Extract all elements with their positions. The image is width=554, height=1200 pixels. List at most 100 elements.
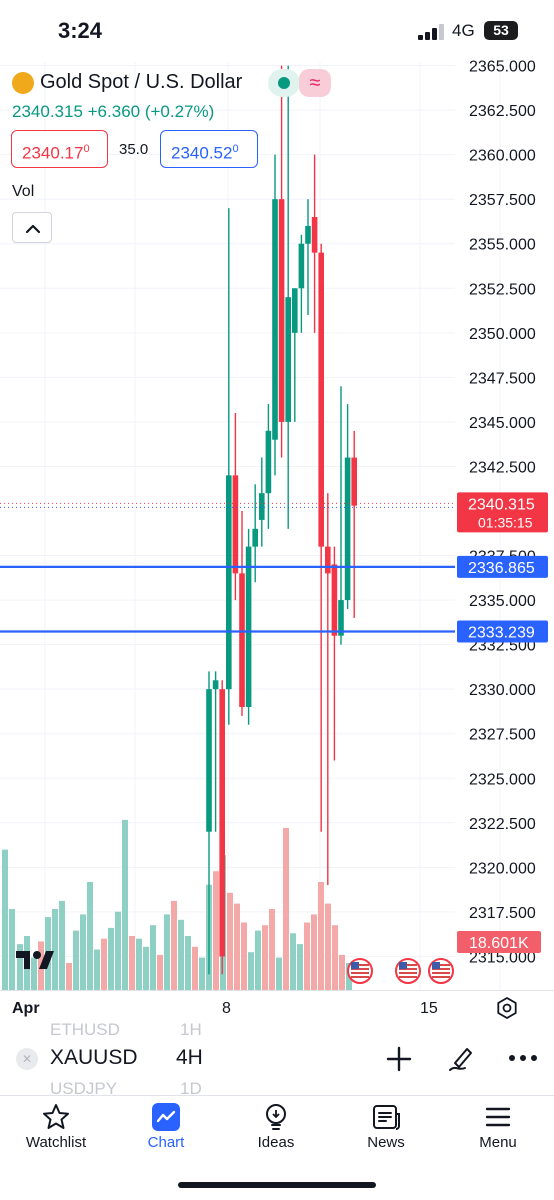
x-label-8: 8 (222, 1000, 231, 1017)
candle-up (298, 243, 305, 289)
candle-up (272, 199, 278, 440)
volume-bar-down (129, 936, 135, 990)
us-flag-event-icon[interactable] (347, 958, 373, 984)
volume-bar-up (52, 909, 58, 990)
volume-bar-up (276, 957, 282, 990)
volume-bar-down (304, 922, 310, 990)
current-price-label: 2340.315 (468, 496, 535, 513)
price-tick-label: 2365.000 (469, 59, 536, 76)
chevron-up-icon (25, 224, 41, 234)
volume-bar-down (262, 925, 268, 990)
spread-value: 35.0 (119, 141, 149, 158)
candle-down (311, 217, 318, 253)
candle-up (338, 600, 344, 636)
nav-label-watchlist: Watchlist (25, 1134, 87, 1151)
nav-label-chart: Chart (147, 1134, 185, 1151)
gold-icon (12, 72, 34, 94)
time-axis[interactable] (0, 990, 554, 1026)
horizontal-line-label: 2336.865 (468, 560, 535, 577)
price-tick-label: 2352.500 (469, 281, 536, 298)
volume-bar-up (122, 819, 128, 990)
volume-bar-up (115, 911, 121, 990)
wave-button[interactable]: ≈ (299, 69, 331, 97)
volume-bar-down (269, 909, 275, 990)
volume-label: 18.601K (469, 935, 529, 952)
price-tick-label: 2330.000 (469, 682, 536, 699)
price-tick-label: 2335.000 (469, 593, 536, 610)
volume-bar-up (185, 936, 191, 990)
nav-label-news: News (367, 1134, 405, 1151)
volume-bar-up (136, 938, 142, 990)
settings-icon[interactable] (496, 997, 518, 1019)
volume-badge (457, 931, 541, 953)
price-tick-label: 2355.000 (469, 237, 536, 254)
sell-button[interactable]: 2340.170 (11, 130, 108, 168)
chart-icon (152, 1103, 180, 1131)
nav-ideas[interactable]: Ideas (226, 1098, 326, 1158)
volume-bar-up (255, 930, 261, 990)
volume-bar-up (143, 946, 149, 990)
volume-bar-up (108, 927, 114, 990)
price-tick-label: 2347.500 (469, 370, 536, 387)
battery-icon: 53 (484, 21, 518, 40)
ghost-symbol-above: ETHUSD (50, 1020, 120, 1039)
add-icon[interactable] (385, 1045, 413, 1073)
home-indicator (178, 1182, 376, 1188)
more-icon[interactable] (508, 1052, 538, 1064)
current-price-badge (457, 492, 548, 533)
horizontal-line-badge (457, 620, 548, 643)
candle-up (259, 493, 265, 520)
volume-indicator-label[interactable]: Vol (12, 183, 35, 200)
bulb-icon (266, 1104, 286, 1130)
draw-tool-icon[interactable] (447, 1043, 477, 1073)
volume-bar-up (73, 930, 79, 990)
status-bar: 3:24 4G 53 (0, 0, 554, 62)
volume-bar-down (311, 914, 317, 990)
candle-up (265, 430, 272, 494)
candle-down (232, 475, 239, 574)
nav-chart[interactable]: Chart (116, 1098, 216, 1158)
price-tick-label: 2345.000 (469, 415, 536, 432)
price-tick-label: 2327.500 (469, 727, 536, 744)
collapse-button[interactable] (12, 212, 52, 243)
ghost-interval-below: 1D (180, 1079, 202, 1098)
volume-bar-up (150, 925, 156, 990)
ghost-interval-above: 1H (180, 1020, 202, 1039)
buy-price-small: 0 (232, 143, 239, 155)
market-open-indicator[interactable] (268, 69, 300, 97)
volume-bar-up (9, 909, 15, 990)
buy-button[interactable]: 2340.520 (160, 130, 258, 168)
volume-bar-down (213, 871, 219, 990)
volume-bar-up (297, 944, 303, 990)
volume-bar-up (80, 914, 86, 990)
volume-bar-down (101, 938, 107, 990)
candle-down (325, 546, 331, 574)
nav-menu[interactable]: Menu (448, 1098, 548, 1158)
horizontal-line-label: 2333.239 (468, 624, 535, 641)
volume-bar-down (66, 963, 72, 990)
candle-down (239, 573, 245, 707)
interval-selector[interactable]: 4H (176, 1046, 203, 1069)
price-tick-label: 2317.500 (469, 905, 536, 922)
tradingview-logo-icon[interactable] (16, 951, 54, 969)
volume-bar-up (248, 952, 254, 990)
volume-bar-up (178, 919, 184, 990)
symbol-name[interactable]: XAUUSD (50, 1046, 138, 1069)
volume-bar-down (318, 882, 324, 990)
us-flag-event-icon[interactable] (428, 958, 454, 984)
price-tick-label: 2325.000 (469, 771, 536, 788)
nav-watchlist[interactable]: Watchlist (6, 1098, 106, 1158)
volume-bar-down (339, 954, 345, 990)
us-flag-event-icon[interactable] (395, 958, 421, 984)
volume-bar-down (157, 954, 163, 990)
price-tick-label: 2357.500 (469, 192, 536, 209)
price-tick-label: 2342.500 (469, 459, 536, 476)
menu-icon (485, 1107, 511, 1127)
bottom-navigation (0, 1095, 554, 1200)
candle-up (252, 528, 258, 547)
sell-price-small: 0 (83, 143, 90, 155)
volume-bar-down (227, 892, 233, 990)
symbol-title[interactable]: Gold Spot / U.S. Dollar (40, 71, 243, 93)
volume-bar-up (17, 944, 23, 990)
nav-news[interactable]: News (336, 1098, 436, 1158)
